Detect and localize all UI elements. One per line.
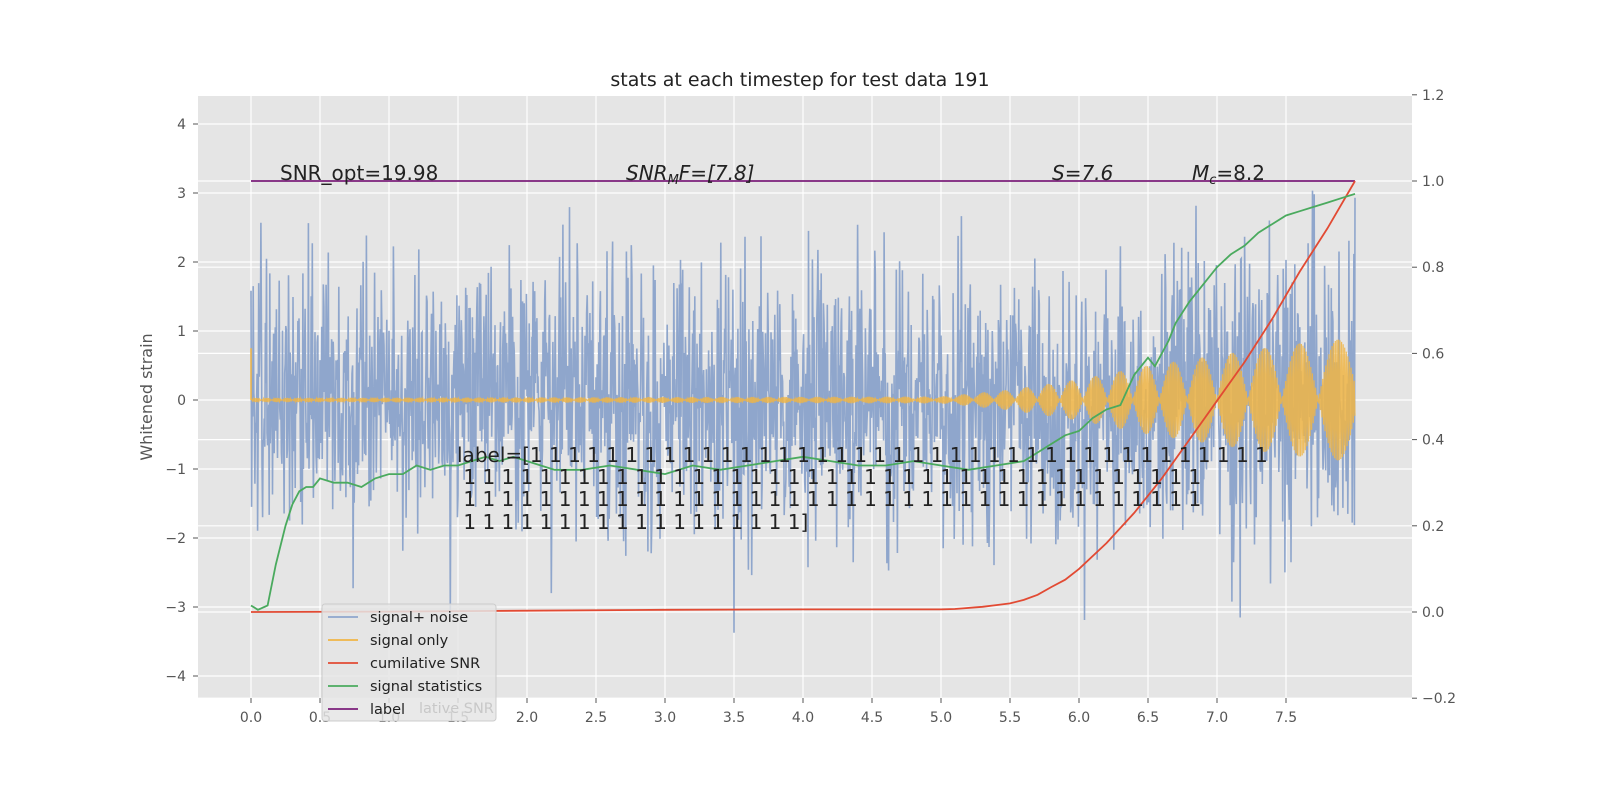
y-tick-label: −3: [165, 600, 186, 616]
annotation-label-block: label=[1 1 1 1 1 1 1 1 1 1 1 1 1 1 1 1 1…: [457, 443, 1268, 534]
y-right-tick-labels: 1.2 1.0 0.8 0.6 0.4 0.2 0.0 −0.2: [1412, 88, 1456, 707]
legend-label: signal+ noise: [370, 610, 468, 626]
x-tick-label: 3.0: [654, 710, 676, 726]
annotation-snr-mf-base: SNR: [626, 161, 668, 185]
line-series: [250, 180, 1356, 613]
annotation-mc-base: M: [1192, 161, 1209, 185]
x-tick-label: 0.0: [240, 710, 262, 726]
legend-items: signal+ noise signal only cumilative SNR si…: [328, 610, 482, 718]
y-right-tick-label: 1.0: [1422, 174, 1444, 190]
x-tick-label: 4.0: [792, 710, 814, 726]
annotation-snr-opt: SNR_opt=19.98: [280, 161, 438, 185]
y-tick-label: −4: [165, 669, 186, 685]
y-tick-label: 4: [177, 117, 186, 133]
annotation-s-value-text: S=7.6: [1052, 161, 1113, 185]
legend-box: [321, 603, 497, 722]
y-right-tick-label: −0.2: [1422, 691, 1456, 707]
y-axis-label: Whitened strain: [137, 333, 156, 460]
x-tick-labels: 0.00.51.01.52.02.53.03.54.04.55.05.56.06…: [240, 698, 1297, 726]
legend-label: signal only: [370, 633, 449, 649]
x-tick-label: 7.5: [1275, 710, 1297, 726]
x-tick-label: 6.0: [1068, 710, 1090, 726]
y-tick-label: 1: [177, 324, 186, 340]
annotation-mc-sub: c: [1209, 173, 1216, 188]
series-line-cumilative-snr: [250, 180, 1356, 613]
legend-ghost-text: lative SNR: [419, 701, 494, 717]
x-tick-label: 2.0: [516, 710, 538, 726]
annotation-snr-mf-sub: M: [668, 173, 679, 188]
annotation-label-line: 1 1 1 1 1 1 1 1 1 1 1 1 1 1 1 1 1 1]: [457, 510, 808, 534]
signal-only-series: [250, 339, 1356, 461]
y-right-tick-label: 0.2: [1422, 519, 1444, 535]
x-tick-label: 4.5: [861, 710, 883, 726]
y-tick-label: 2: [177, 255, 186, 271]
x-tick-label: 2.5: [585, 710, 607, 726]
signal-noise-series: [250, 190, 1356, 633]
y-right-tick-label: 1.2: [1422, 88, 1444, 104]
y-right-tick-label: 0.6: [1422, 346, 1444, 362]
y-tick-label: 3: [177, 186, 186, 202]
annotation-label-line: 1 1 1 1 1 1 1 1 1 1 1 1 1 1 1 1 1 1 1 1 …: [457, 487, 1201, 511]
x-tick-label: 6.5: [1137, 710, 1159, 726]
x-tick-label: 3.5: [723, 710, 745, 726]
signal-only-line: [250, 339, 1356, 461]
annotation-s-value: S=7.6: [1052, 161, 1113, 185]
legend-label: cumilative SNR: [370, 656, 480, 672]
legend-label: label: [370, 702, 405, 718]
x-tick-label: 7.0: [1206, 710, 1228, 726]
y-right-tick-label: 0.4: [1422, 433, 1444, 449]
y-tick-labels: 4 3 2 1 0 −1 −2 −3 −4: [165, 117, 198, 685]
annotation-mc: Mc=8.2: [1192, 161, 1265, 188]
y-right-tick-label: 0.8: [1422, 260, 1444, 276]
annotation-snr-mf-rest: F=[7.8]: [679, 161, 755, 185]
legend-label: signal statistics: [370, 679, 482, 695]
x-tick-label: 5.0: [930, 710, 952, 726]
annotation-label-line: 1 1 1 1 1 1 1 1 1 1 1 1 1 1 1 1 1 1 1 1 …: [457, 465, 1201, 489]
series-line-signal-statistics: [250, 193, 1356, 611]
legend: lative SNR signal+ noise signal only cumil…: [321, 603, 497, 722]
annotation-label-line: label=[1 1 1 1 1 1 1 1 1 1 1 1 1 1 1 1 1…: [457, 443, 1268, 467]
annotation-snr-mf: SNRMF=[7.8]: [626, 161, 754, 188]
x-tick-label: 5.5: [999, 710, 1021, 726]
y-tick-label: −1: [165, 462, 186, 478]
y-tick-label: 0: [177, 393, 186, 409]
y-right-tick-label: 0.0: [1422, 605, 1444, 621]
signal-noise-line: [250, 190, 1356, 633]
y-tick-label: −2: [165, 531, 186, 547]
annotation-mc-rest: =8.2: [1216, 161, 1265, 185]
chart-title: stats at each timestep for test data 191: [610, 69, 989, 91]
